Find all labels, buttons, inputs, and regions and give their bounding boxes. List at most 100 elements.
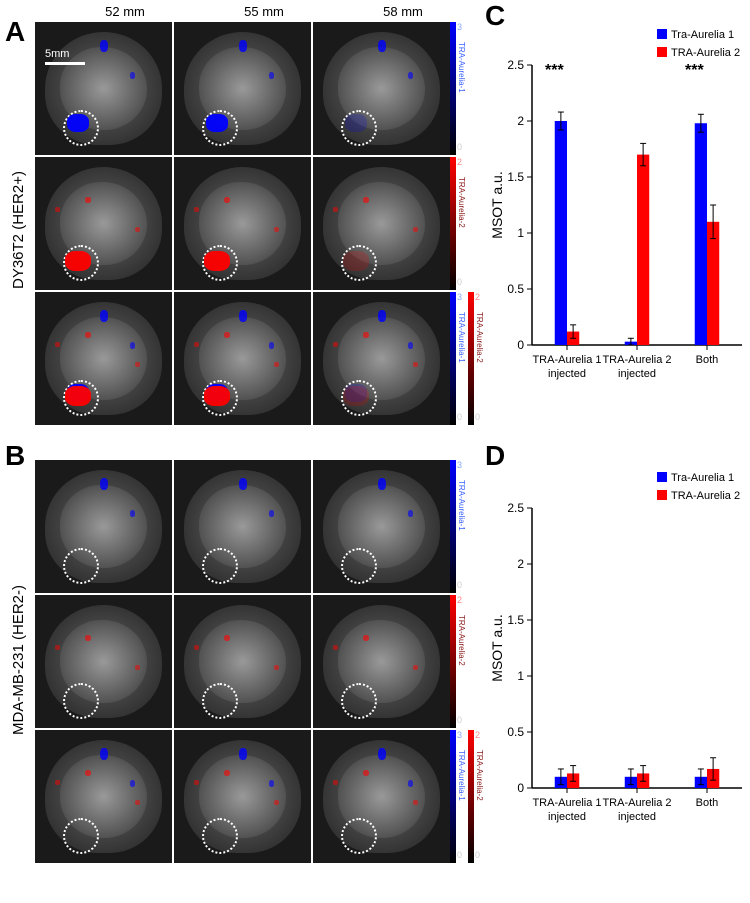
- scan-image: [313, 22, 450, 155]
- svg-text:injected: injected: [548, 368, 586, 380]
- bar: [707, 222, 719, 345]
- panel-label-a: A: [5, 16, 25, 48]
- tumor-circle: [202, 548, 238, 584]
- panel-label-b: B: [5, 440, 25, 472]
- blue-colorbar: [450, 730, 456, 863]
- colorbar-min: 0: [457, 715, 462, 725]
- tumor-circle: [63, 683, 99, 719]
- blue-signal: [408, 72, 413, 79]
- blue-signal: [130, 780, 135, 787]
- tumor-circle: [341, 683, 377, 719]
- scan-image: [313, 595, 450, 728]
- red-signal: [135, 665, 140, 670]
- tumor-circle: [202, 818, 238, 854]
- scan-image: [35, 460, 172, 593]
- red-colorbar: [468, 730, 474, 863]
- legend-label: TRA-Aurelia 2: [671, 47, 740, 59]
- svg-text:MSOT a.u.: MSOT a.u.: [490, 171, 505, 238]
- red-signal: [333, 780, 338, 785]
- legend-box: [657, 29, 667, 39]
- blue-signal: [130, 342, 135, 349]
- svg-text:TRA-Aurelia 2: TRA-Aurelia 2: [602, 797, 671, 809]
- blue-signal: [345, 114, 367, 132]
- scan-image: [174, 22, 311, 155]
- red-signal: [363, 197, 369, 203]
- red-signal: [413, 800, 418, 805]
- red-signal: [343, 386, 369, 406]
- svg-text:1: 1: [517, 226, 524, 240]
- chart-c: 00.511.522.5MSOT a.u.TRA-Aurelia 1inject…: [490, 25, 750, 425]
- colorbar-min: 0: [475, 412, 480, 422]
- colorbar-text: TRA-Aurelia-2: [475, 312, 484, 402]
- red-colorbar: [450, 157, 456, 290]
- colorbar-max: 2: [475, 292, 480, 302]
- scalebar: [45, 62, 85, 65]
- red-signal: [55, 645, 60, 650]
- legend-label: Tra-Aurelia 1: [671, 472, 734, 484]
- svg-text:1.5: 1.5: [507, 170, 524, 184]
- red-signal: [204, 386, 230, 406]
- red-signal: [204, 251, 230, 271]
- red-colorbar: [468, 292, 474, 425]
- red-signal: [55, 207, 60, 212]
- red-signal: [194, 207, 199, 212]
- legend-box: [657, 47, 667, 57]
- red-signal: [333, 342, 338, 347]
- blue-signal: [408, 510, 413, 517]
- svg-text:TRA-Aurelia 2: TRA-Aurelia 2: [602, 354, 671, 366]
- blue-signal: [408, 342, 413, 349]
- red-signal: [65, 386, 91, 406]
- scan-image: [174, 595, 311, 728]
- colorbar-min: 0: [457, 850, 462, 860]
- svg-text:injected: injected: [618, 368, 656, 380]
- blue-signal: [269, 780, 274, 787]
- red-signal: [55, 780, 60, 785]
- colorbar-max: 2: [457, 157, 462, 167]
- svg-text:Both: Both: [696, 797, 719, 809]
- svg-text:injected: injected: [548, 811, 586, 823]
- red-signal: [224, 770, 230, 776]
- red-signal: [274, 800, 279, 805]
- red-signal: [274, 362, 279, 367]
- col-header-1: 52 mm: [85, 4, 165, 19]
- scan-image: [313, 292, 450, 425]
- red-signal: [413, 227, 418, 232]
- svg-text:1.5: 1.5: [507, 613, 524, 627]
- scan-image: [313, 730, 450, 863]
- svg-text:2: 2: [517, 557, 524, 571]
- svg-text:1: 1: [517, 669, 524, 683]
- chart-d-svg: 00.511.522.5MSOT a.u.TRA-Aurelia 1inject…: [490, 468, 750, 868]
- blue-signal: [100, 478, 108, 490]
- colorbar-text: TRA-Aurelia-1: [457, 312, 466, 402]
- red-signal: [194, 780, 199, 785]
- svg-text:0: 0: [517, 781, 524, 795]
- row-label-a: DY36T2 (HER2+): [10, 130, 27, 330]
- blue-signal: [239, 478, 247, 490]
- blue-signal: [100, 748, 108, 760]
- blue-signal: [378, 40, 386, 52]
- red-signal: [224, 635, 230, 641]
- row-label-b: MDA-MB-231 (HER2-): [10, 560, 27, 760]
- scan-image: [174, 157, 311, 290]
- bar: [695, 123, 707, 345]
- svg-text:0.5: 0.5: [507, 725, 524, 739]
- blue-signal: [100, 40, 108, 52]
- colorbar-max: 3: [457, 460, 462, 470]
- colorbar-text: TRA-Aurelia-2: [457, 615, 466, 705]
- blue-signal: [100, 310, 108, 322]
- colorbar-max: 3: [457, 730, 462, 740]
- blue-signal: [269, 72, 274, 79]
- red-signal: [55, 342, 60, 347]
- bar: [637, 155, 649, 345]
- svg-text:***: ***: [685, 62, 704, 79]
- tumor-circle: [341, 548, 377, 584]
- red-signal: [85, 635, 91, 641]
- legend-label: Tra-Aurelia 1: [671, 29, 734, 41]
- blue-signal: [408, 780, 413, 787]
- chart-d: 00.511.522.5MSOT a.u.TRA-Aurelia 1inject…: [490, 468, 750, 868]
- red-signal: [85, 332, 91, 338]
- colorbar-min: 0: [457, 277, 462, 287]
- red-signal: [274, 665, 279, 670]
- tumor-circle: [63, 818, 99, 854]
- red-signal: [224, 332, 230, 338]
